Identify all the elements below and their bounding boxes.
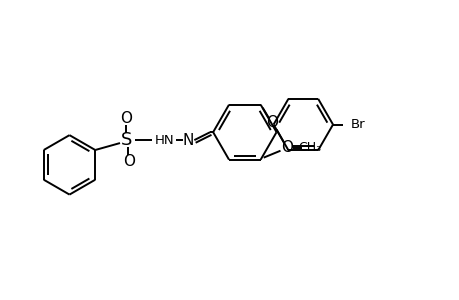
Text: CH₃: CH₃ — [298, 141, 321, 154]
Text: O: O — [120, 111, 132, 126]
Text: N: N — [182, 133, 194, 148]
Text: O: O — [266, 115, 278, 130]
Text: O: O — [281, 140, 293, 155]
Text: O: O — [123, 154, 134, 169]
Text: S: S — [121, 131, 132, 149]
Text: HN: HN — [154, 134, 174, 147]
Text: Br: Br — [350, 118, 365, 131]
